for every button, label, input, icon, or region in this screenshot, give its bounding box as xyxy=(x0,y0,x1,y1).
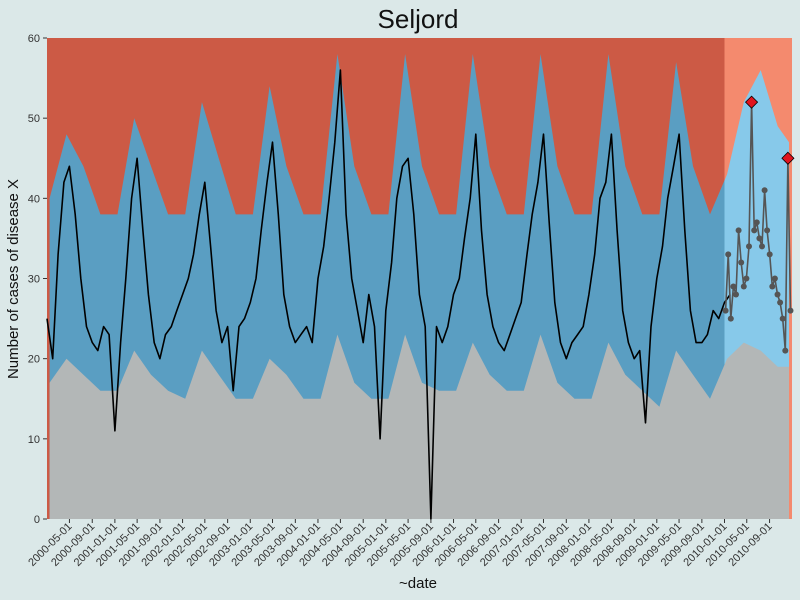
current-point xyxy=(779,315,786,322)
current-point xyxy=(774,291,781,298)
low-band-baseline xyxy=(49,334,725,519)
current-point xyxy=(730,283,737,290)
current-point xyxy=(722,307,729,314)
current-point xyxy=(769,283,776,290)
current-point xyxy=(771,275,778,282)
current-point xyxy=(753,219,760,226)
current-point xyxy=(761,187,768,194)
y-tick-label: 40 xyxy=(28,193,40,205)
low-band-current xyxy=(724,342,789,519)
current-point xyxy=(738,259,745,266)
observed-line xyxy=(46,69,731,520)
current-point xyxy=(735,227,742,234)
current-point xyxy=(756,235,763,242)
y-tick-label: 30 xyxy=(28,274,40,286)
current-point xyxy=(746,243,752,250)
y-tick-label: 60 xyxy=(28,33,40,45)
current-point xyxy=(727,315,734,322)
y-tick-label: 50 xyxy=(28,113,40,125)
bands-baseline xyxy=(47,38,725,519)
bands-current xyxy=(724,38,792,519)
y-tick-label: 20 xyxy=(28,354,40,366)
plot-area xyxy=(46,38,795,520)
chart-title: Seljord xyxy=(378,4,459,34)
alert-marker xyxy=(745,95,759,109)
current-point xyxy=(733,291,739,298)
y-tick-label: 0 xyxy=(34,514,40,526)
current-point xyxy=(751,227,758,234)
x-axis-title: ~date xyxy=(399,575,437,592)
current-point xyxy=(759,243,765,250)
current-point xyxy=(725,251,732,258)
y-tick-label: 10 xyxy=(28,434,40,446)
alert-marker xyxy=(781,151,795,165)
current-point xyxy=(766,251,773,258)
current-point xyxy=(777,299,784,306)
current-point xyxy=(764,227,771,234)
current-point xyxy=(782,347,789,354)
current-point xyxy=(787,307,794,314)
y-axis-title: Number of cases of disease X xyxy=(5,179,22,379)
current-point xyxy=(743,275,750,282)
current-point xyxy=(740,283,747,290)
